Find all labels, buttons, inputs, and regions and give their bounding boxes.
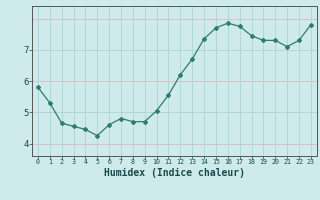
X-axis label: Humidex (Indice chaleur): Humidex (Indice chaleur) [104,168,245,178]
